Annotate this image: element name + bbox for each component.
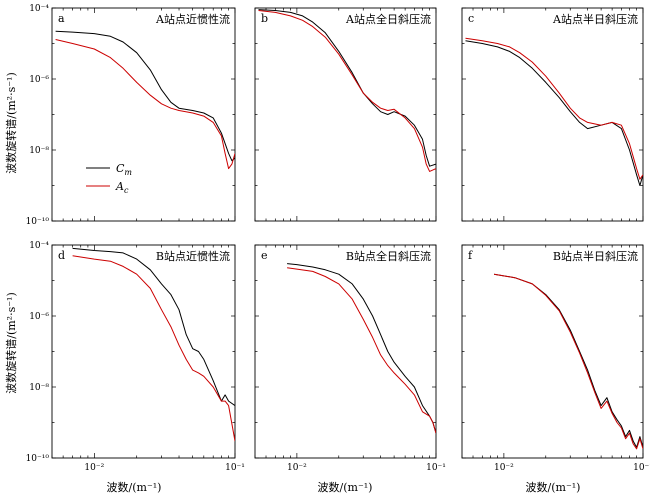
series-line-ac: [494, 273, 643, 450]
panel-title: B站点近惯性流: [156, 249, 230, 263]
x-tick-label: 10⁻²: [84, 463, 104, 473]
series-line-ac: [72, 255, 235, 442]
y-tick-label: 10⁻⁶: [29, 312, 49, 322]
panel-letter: a: [58, 12, 65, 25]
panel-letter: e: [261, 249, 268, 262]
panel-b: b A站点全日斜压流: [254, 7, 437, 222]
panel-frame: [51, 244, 236, 459]
panel-letter: d: [58, 249, 65, 262]
panel-letter: b: [261, 12, 268, 25]
panel-title: B站点半日斜压流: [553, 249, 638, 263]
y-tick-label: 10⁻¹⁰: [26, 454, 50, 464]
x-axis-title-middle: 波数/(m⁻¹): [318, 481, 373, 494]
panel-a: 10⁻⁴ 10⁻⁶ 10⁻⁸ 10⁻¹⁰ a A站点近惯性流: [26, 4, 236, 227]
series-line-cm: [72, 247, 235, 407]
series-line-ac: [55, 39, 235, 170]
x-tick-label: 10⁻²: [494, 463, 514, 473]
series-line-cm: [494, 273, 643, 448]
panel-title: A站点全日斜压流: [345, 12, 431, 26]
panel-letter: c: [468, 12, 474, 25]
y-tick-label: 10⁻⁴: [29, 241, 49, 251]
series-line-cm: [55, 30, 235, 162]
y-tick-label: 10⁻¹⁰: [26, 217, 50, 227]
x-tick-label: 10⁻¹: [426, 463, 446, 473]
x-axis-title-left: 波数/(m⁻¹): [107, 481, 162, 494]
legend: Cm Ac: [86, 162, 132, 195]
panel-c: c A站点半日斜压流: [461, 7, 644, 222]
series-line-ac: [465, 37, 643, 180]
x-axis-title-right: 波数/(m⁻¹): [526, 481, 581, 494]
y-tick-label: 10⁻⁸: [29, 383, 49, 393]
series-line-ac: [258, 10, 436, 172]
panel-frame: [254, 7, 437, 222]
series-line-cm: [287, 263, 436, 434]
panel-title: B站点全日斜压流: [346, 249, 431, 263]
panel-title: A站点半日斜压流: [552, 12, 638, 26]
y-tick-label: 10⁻⁴: [29, 4, 49, 14]
series-line-cm: [258, 9, 436, 167]
panel-d: 10⁻⁴ 10⁻⁶ 10⁻⁸ 10⁻¹⁰ 10⁻² 10⁻¹ d B站点近惯性流: [26, 241, 245, 473]
panel-frame: [461, 244, 644, 459]
legend-label: Cm: [116, 162, 132, 177]
series-line-cm: [465, 40, 643, 186]
y-tick-label: 10⁻⁸: [29, 146, 49, 156]
x-tick-label: 10⁻¹: [225, 463, 245, 473]
panel-frame: [461, 7, 644, 222]
panel-e: 10⁻² 10⁻¹ e B站点全日斜压流: [254, 244, 446, 473]
legend-label: Ac: [115, 180, 129, 195]
series-line-ac: [287, 267, 436, 434]
panel-letter: f: [468, 249, 473, 262]
y-tick-label: 10⁻⁶: [29, 75, 49, 85]
panel-f: 10⁻² 10⁻¹ f B站点半日斜压流: [461, 244, 650, 473]
panel-title: A站点近惯性流: [155, 12, 230, 26]
panels: 10⁻⁴ 10⁻⁶ 10⁻⁸ 10⁻¹⁰ a A站点近惯性流 b A站点全日斜压流 c A站点半日…: [26, 4, 650, 473]
y-axis-title-top: 波数旋转谱/(m²·s⁻¹): [4, 72, 18, 174]
x-tick-label: 10⁻¹: [633, 463, 650, 473]
panel-frame: [254, 244, 437, 459]
y-axis-title-bottom: 波数旋转谱/(m²·s⁻¹): [4, 292, 18, 394]
x-tick-label: 10⁻²: [287, 463, 307, 473]
